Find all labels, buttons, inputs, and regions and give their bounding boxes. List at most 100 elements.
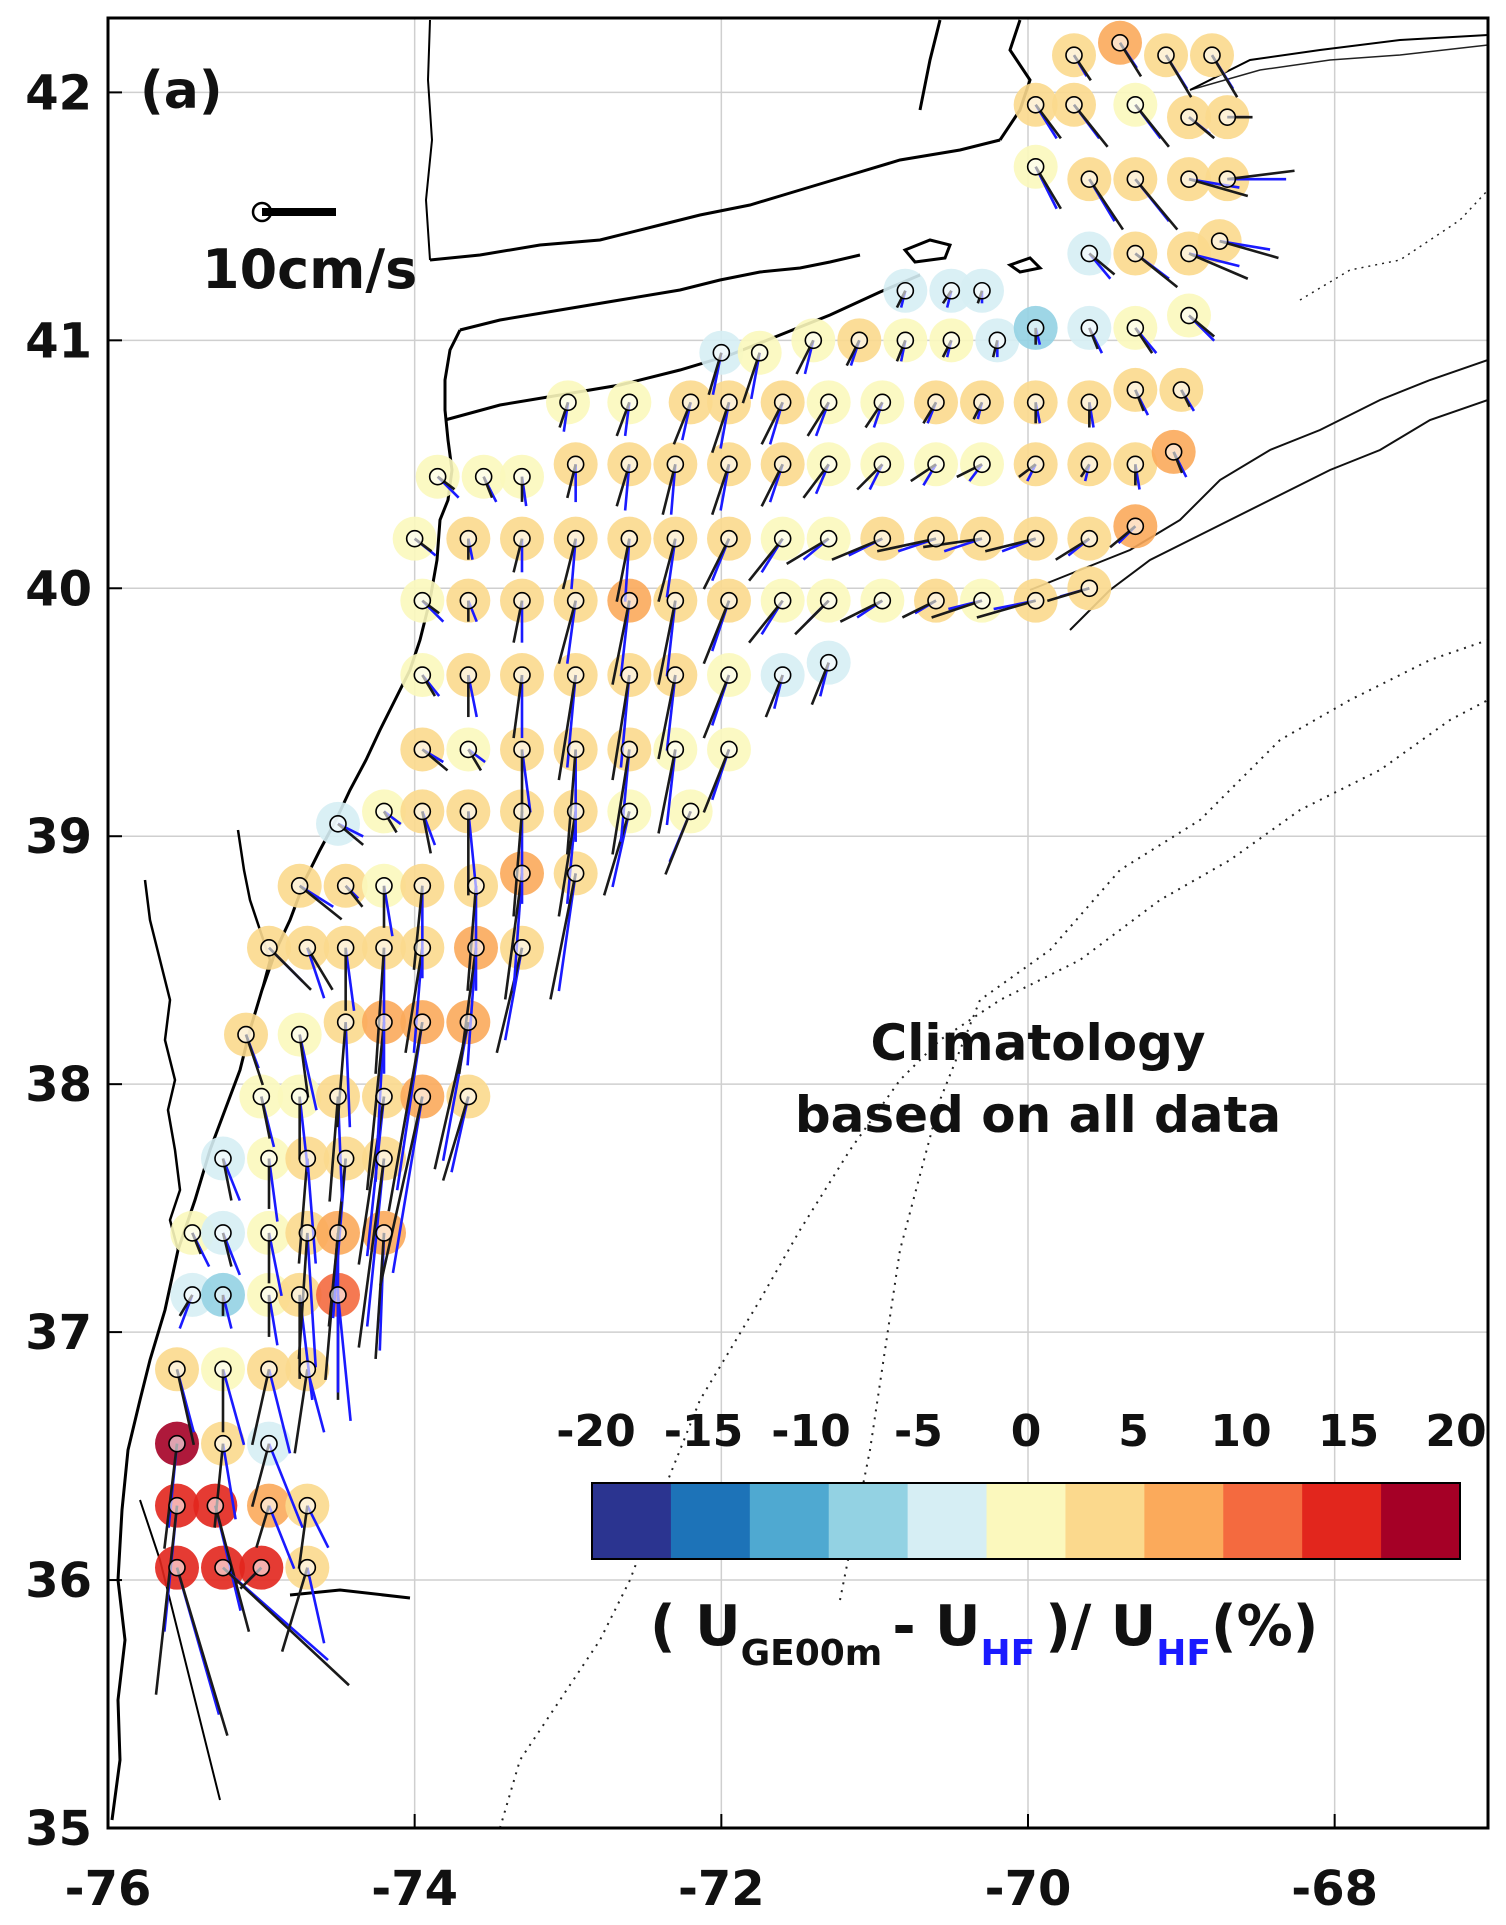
- colorbar-label-minus: - U: [892, 1594, 980, 1659]
- station-marker: [566, 802, 585, 821]
- station-marker: [720, 591, 738, 610]
- station-marker: [1180, 244, 1198, 263]
- hf-vector: [306, 947, 326, 999]
- colorbar-label-sub-hf2: HF: [1156, 1633, 1211, 1674]
- station-marker: [620, 393, 639, 412]
- station-marker: [375, 1087, 393, 1106]
- station-marker: [620, 802, 639, 821]
- station-marker: [1026, 157, 1045, 176]
- station-marker: [214, 1224, 232, 1242]
- station-marker: [1157, 46, 1175, 64]
- station-marker: [375, 877, 393, 895]
- station-marker: [214, 1360, 232, 1379]
- station-marker: [413, 666, 432, 684]
- station-marker: [513, 529, 531, 548]
- geostrophic-vector: [268, 946, 312, 991]
- station-marker: [459, 666, 478, 684]
- hf-vector: [267, 1232, 283, 1297]
- station-marker: [850, 331, 869, 350]
- station-marker: [298, 1558, 317, 1577]
- station-marker: [260, 1496, 278, 1515]
- geostrophic-vector: [503, 873, 524, 1000]
- geostrophic-vector: [250, 1369, 271, 1446]
- coastline-cape-cod: [998, 19, 1032, 141]
- station-marker: [413, 802, 432, 821]
- station-marker: [260, 938, 278, 957]
- geostrophic-vector: [1088, 178, 1125, 231]
- station-marker: [375, 802, 393, 821]
- station-marker: [666, 666, 685, 684]
- colorbar-frame: [591, 1482, 1461, 1560]
- y-tick-label: 38: [25, 1057, 92, 1113]
- station-marker: [927, 455, 945, 474]
- station-marker: [720, 666, 738, 684]
- isobath-200m: [839, 639, 1488, 1601]
- station-marker: [681, 802, 700, 821]
- coastline-cape-hatteras: [289, 1588, 411, 1600]
- station-marker: [819, 591, 838, 610]
- station-marker: [459, 529, 478, 548]
- station-marker: [942, 281, 961, 300]
- station-marker: [973, 393, 991, 412]
- station-marker: [168, 1496, 186, 1515]
- station-marker: [666, 740, 685, 759]
- station-marker: [298, 938, 317, 957]
- station-marker: [1126, 319, 1145, 337]
- geostrophic-vector: [602, 811, 631, 896]
- station-marker: [260, 1286, 278, 1304]
- geostrophic-vector: [702, 748, 731, 813]
- station-marker: [666, 529, 685, 548]
- colorbar-swatch: [907, 1483, 988, 1559]
- station-marker: [1180, 108, 1198, 126]
- geostrophic-vector: [298, 884, 343, 921]
- station-marker: [1065, 46, 1083, 64]
- station-marker: [336, 1013, 355, 1031]
- tick-labels: -76 -74 -72 -70 -68 35 36 37 38 39 40 41 42: [25, 65, 1378, 1917]
- y-tick-label: 41: [25, 313, 92, 369]
- station-marker: [773, 393, 792, 412]
- geostrophic-vector: [831, 537, 883, 561]
- coastline-nantucket: [1006, 256, 1044, 274]
- geostrophic-vector: [1134, 252, 1179, 289]
- station-marker: [513, 864, 531, 883]
- geostrophic-vector: [615, 538, 631, 602]
- station-marker: [559, 393, 577, 412]
- geostrophic-vector: [557, 811, 577, 917]
- station-marker: [168, 1558, 186, 1577]
- geostrophic-vector: [297, 1158, 309, 1264]
- station-marker: [750, 343, 769, 362]
- station-marker: [1026, 95, 1045, 114]
- climatology-note-line1: Climatology: [871, 1014, 1206, 1072]
- station-marker: [666, 591, 685, 610]
- geostrophic-vector: [441, 1096, 470, 1181]
- colorbar-label-pct: (%): [1211, 1594, 1318, 1659]
- hf-vector: [412, 947, 424, 1053]
- station-marker: [214, 1149, 232, 1168]
- station-marker: [336, 938, 355, 957]
- colorbar-label-mid: )/ U: [1045, 1594, 1156, 1659]
- station-marker: [566, 529, 585, 548]
- station-marker: [1065, 95, 1083, 114]
- station-marker: [896, 281, 915, 300]
- station-marker: [720, 529, 738, 548]
- station-marker: [1126, 95, 1145, 114]
- geostrophic-vector: [741, 352, 761, 404]
- station-marker: [513, 938, 531, 957]
- station-marker: [773, 455, 792, 474]
- geostrophic-vector: [1227, 169, 1295, 181]
- colorbar-swatch: [1381, 1483, 1461, 1559]
- station-marker: [1126, 381, 1145, 399]
- geostrophic-vector: [931, 599, 983, 619]
- y-tick-label: 40: [25, 561, 92, 617]
- station-marker: [336, 877, 355, 895]
- station-marker: [413, 938, 432, 957]
- hf-vector: [336, 1294, 352, 1422]
- station-marker: [1210, 232, 1229, 250]
- coastline-connecticut: [429, 138, 1001, 262]
- coastline-long-island: [459, 253, 861, 332]
- station-marker: [183, 1224, 202, 1242]
- station-marker: [819, 455, 838, 474]
- coastline-chesapeake: [143, 879, 182, 1251]
- station-marker: [290, 1087, 309, 1106]
- geostrophic-vector: [549, 873, 577, 1000]
